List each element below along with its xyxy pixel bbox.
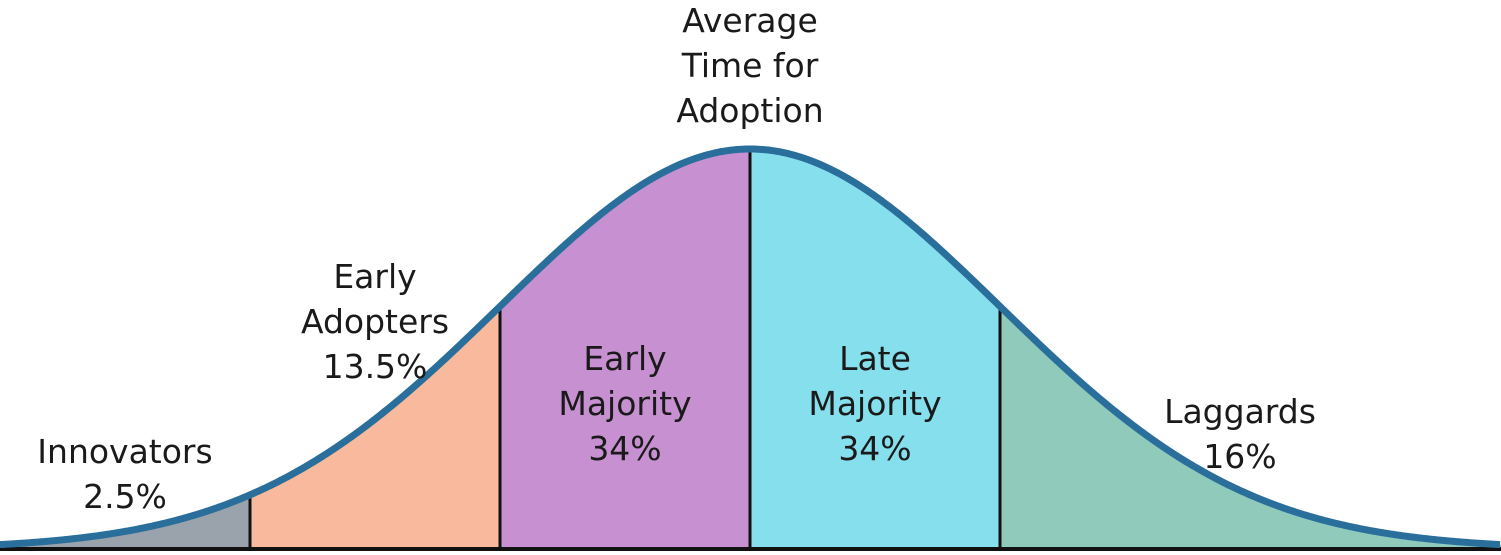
average-time-line-2: Time for bbox=[681, 46, 819, 85]
early-adopters-percent: 13.5% bbox=[322, 347, 428, 386]
innovators-region bbox=[0, 494, 250, 549]
average-time-line-3: Adoption bbox=[676, 91, 824, 130]
early-adopters-label: Early Adopters 13.5% bbox=[275, 254, 475, 389]
early-majority-label: Early Majority 34% bbox=[525, 336, 725, 471]
innovators-name: Innovators bbox=[37, 432, 213, 471]
laggards-label: Laggards 16% bbox=[1140, 389, 1340, 479]
early-majority-name-2: Majority bbox=[558, 384, 692, 423]
bell-curve-outline bbox=[0, 145, 1501, 549]
early-majority-percent: 34% bbox=[588, 429, 662, 468]
late-majority-label: Late Majority 34% bbox=[775, 336, 975, 471]
innovators-percent: 2.5% bbox=[83, 477, 167, 516]
late-majority-name-1: Late bbox=[839, 339, 911, 378]
early-majority-name-1: Early bbox=[583, 339, 667, 378]
late-majority-percent: 34% bbox=[838, 429, 912, 468]
innovators-label: Innovators 2.5% bbox=[10, 429, 240, 519]
late-majority-name-2: Majority bbox=[808, 384, 942, 423]
laggards-name: Laggards bbox=[1164, 392, 1316, 431]
early-adopters-name-1: Early bbox=[333, 257, 417, 296]
laggards-percent: 16% bbox=[1203, 437, 1277, 476]
early-adopters-name-2: Adopters bbox=[300, 302, 450, 341]
average-time-label: Average Time for Adoption bbox=[650, 0, 850, 133]
average-time-line-1: Average bbox=[682, 1, 818, 40]
laggards-region bbox=[1000, 306, 1501, 549]
